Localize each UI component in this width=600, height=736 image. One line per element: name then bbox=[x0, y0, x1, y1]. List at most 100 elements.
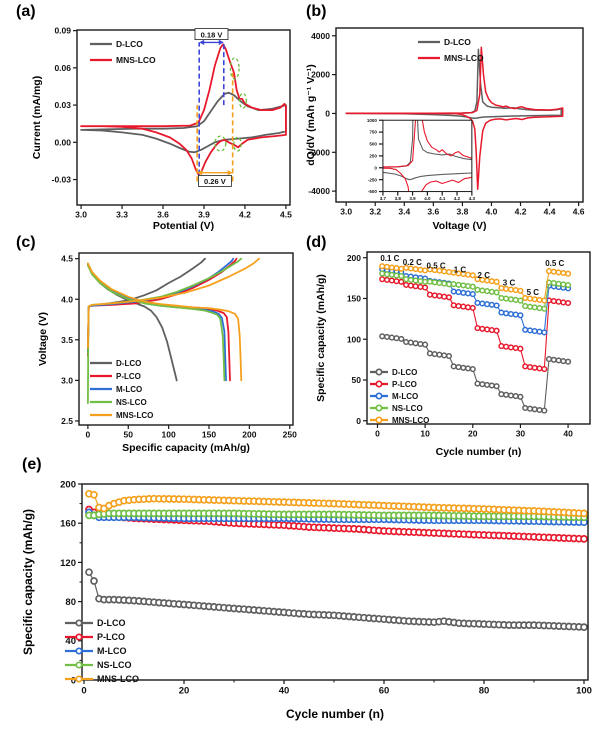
axis-ticks: 3.0 3.2 3.4 3.6 3.8 4.0 4.2 4.4 4.6 -4000 -2000 0 20… bbox=[308, 31, 585, 217]
svg-text:3.0: 3.0 bbox=[340, 206, 352, 216]
svg-text:10: 10 bbox=[420, 428, 430, 438]
svg-text:80: 80 bbox=[65, 597, 76, 608]
axis-ticks: 0 50 100 150 200 250 2.5 3.0 3.5 4.0 4.5 bbox=[61, 254, 297, 440]
axis-ticks: 0 20 40 60 80 100 0 40 80 120 160 200 bbox=[60, 479, 592, 696]
svg-text:P-LCO: P-LCO bbox=[116, 372, 141, 381]
y-axis-title: Specific capacity (mAh/g) bbox=[21, 509, 35, 655]
svg-text:0.09: 0.09 bbox=[54, 26, 71, 36]
svg-text:MNS-LCO: MNS-LCO bbox=[97, 674, 139, 684]
series-NS-LCO bbox=[379, 270, 572, 312]
svg-text:D-LCO: D-LCO bbox=[116, 39, 143, 49]
svg-text:3.9: 3.9 bbox=[409, 196, 416, 201]
series-P-LCO bbox=[379, 276, 572, 373]
svg-text:0: 0 bbox=[374, 165, 377, 170]
legend: D-LCO MNS-LCO bbox=[418, 37, 484, 63]
svg-text:3.3: 3.3 bbox=[116, 209, 128, 219]
series-NS-LCO bbox=[87, 257, 243, 405]
svg-text:120: 120 bbox=[60, 558, 76, 569]
rate-label: 0.2 C bbox=[403, 258, 422, 267]
svg-text:4.4: 4.4 bbox=[544, 206, 556, 216]
charge-discharge-chart: 0 50 100 150 200 250 2.5 3.0 3.5 4.0 4.5 Specific c… bbox=[37, 252, 297, 454]
svg-text:3.6: 3.6 bbox=[427, 206, 439, 216]
svg-text:NS-LCO: NS-LCO bbox=[116, 398, 147, 407]
svg-text:D-LCO: D-LCO bbox=[116, 359, 141, 368]
svg-text:2.5: 2.5 bbox=[61, 416, 73, 426]
series-layer bbox=[379, 263, 572, 414]
axis-ticks: 3.7 3.8 3.9 4.0 4.1 4.2 4.3 -500 -250 0 250 500 750 1… bbox=[367, 118, 476, 201]
y-axis-title: dQ/dV (mAh g⁻¹ V⁻¹) bbox=[305, 64, 317, 166]
svg-text:NS-LCO: NS-LCO bbox=[392, 404, 423, 413]
rate-label: 2 C bbox=[478, 271, 491, 280]
svg-text:500: 500 bbox=[369, 142, 377, 147]
series-D-LCO bbox=[379, 333, 572, 414]
series-layer bbox=[87, 257, 261, 405]
svg-text:40: 40 bbox=[563, 428, 573, 438]
series-MNS-LCO bbox=[87, 257, 261, 382]
rate-label: 0.5 C bbox=[427, 261, 446, 270]
svg-text:160: 160 bbox=[60, 519, 76, 530]
svg-text:4.1: 4.1 bbox=[439, 196, 446, 201]
svg-text:50: 50 bbox=[124, 429, 134, 439]
svg-text:150: 150 bbox=[202, 429, 216, 439]
series-MNS-LCO bbox=[379, 263, 572, 304]
svg-text:M-LCO: M-LCO bbox=[392, 392, 418, 401]
svg-text:0.26 V: 0.26 V bbox=[204, 177, 226, 186]
plot-frame bbox=[366, 251, 591, 425]
cycling-stability-chart: 0 20 40 60 80 100 0 40 80 120 160 200 Cycle number (… bbox=[21, 479, 592, 721]
axis-ticks: 3.0 3.3 3.6 3.9 4.2 4.5 -0.03 0.00 0.03 0.06 0.09 bbox=[52, 26, 292, 220]
svg-text:4.0: 4.0 bbox=[61, 294, 73, 304]
svg-text:0: 0 bbox=[86, 429, 91, 439]
svg-text:P-LCO: P-LCO bbox=[97, 632, 125, 642]
series-D-LCO bbox=[382, 120, 472, 181]
svg-text:200: 200 bbox=[347, 253, 361, 263]
svg-text:-500: -500 bbox=[368, 189, 378, 194]
x-axis-title: Voltage (V) bbox=[432, 220, 486, 232]
svg-text:100: 100 bbox=[347, 334, 361, 344]
svg-text:3.0: 3.0 bbox=[61, 375, 73, 385]
svg-text:0: 0 bbox=[325, 109, 330, 119]
svg-text:200: 200 bbox=[242, 429, 256, 439]
svg-text:MNS-LCO: MNS-LCO bbox=[116, 411, 153, 420]
svg-text:20: 20 bbox=[179, 685, 190, 696]
svg-text:50: 50 bbox=[352, 375, 362, 385]
svg-text:M-LCO: M-LCO bbox=[116, 385, 142, 394]
svg-text:MNS-LCO: MNS-LCO bbox=[444, 53, 484, 63]
inset-background bbox=[382, 120, 472, 192]
series-layer bbox=[85, 489, 588, 631]
svg-text:3.5: 3.5 bbox=[61, 335, 73, 345]
svg-text:4.2: 4.2 bbox=[454, 196, 461, 201]
svg-text:-2000: -2000 bbox=[308, 147, 330, 157]
svg-text:30: 30 bbox=[516, 428, 526, 438]
svg-text:3.8: 3.8 bbox=[456, 206, 468, 216]
svg-text:D-LCO: D-LCO bbox=[444, 37, 471, 47]
svg-text:4.0: 4.0 bbox=[486, 206, 498, 216]
svg-text:MNS-LCO: MNS-LCO bbox=[116, 55, 156, 65]
svg-text:3.0: 3.0 bbox=[75, 209, 87, 219]
svg-text:60: 60 bbox=[379, 685, 390, 696]
svg-text:250: 250 bbox=[283, 429, 297, 439]
svg-text:0: 0 bbox=[375, 428, 380, 438]
series-layer bbox=[80, 43, 287, 176]
svg-text:0.03: 0.03 bbox=[54, 100, 71, 110]
svg-text:0.00: 0.00 bbox=[54, 137, 71, 147]
svg-text:40: 40 bbox=[65, 636, 76, 647]
x-axis-title: Specific capacity (mAh/g) bbox=[122, 442, 250, 454]
svg-text:3.7: 3.7 bbox=[380, 196, 387, 201]
svg-text:4.5: 4.5 bbox=[280, 209, 292, 219]
dqdv-chart: 3.0 3.2 3.4 3.6 3.8 4.0 4.2 4.4 4.6 -4000 -2000 0 20… bbox=[305, 27, 585, 232]
panel-label-a: (a) bbox=[16, 3, 36, 20]
plot-frame bbox=[76, 29, 291, 206]
svg-text:4.2: 4.2 bbox=[515, 206, 527, 216]
svg-text:4000: 4000 bbox=[311, 31, 330, 41]
series-layer bbox=[382, 120, 472, 192]
annotations: 0.18 V 0.26 V bbox=[194, 28, 247, 187]
svg-text:4.6: 4.6 bbox=[573, 206, 585, 216]
svg-text:100: 100 bbox=[162, 429, 176, 439]
y-axis-title: Voltage (V) bbox=[37, 312, 49, 366]
plot-frame bbox=[78, 252, 294, 426]
svg-text:200: 200 bbox=[60, 479, 76, 490]
legend: D-LCO MNS-LCO bbox=[90, 39, 156, 65]
rate-label: 1 C bbox=[454, 265, 467, 274]
legend: D-LCO P-LCO M-LCO NS-LCO MNS-LCO bbox=[90, 359, 153, 420]
